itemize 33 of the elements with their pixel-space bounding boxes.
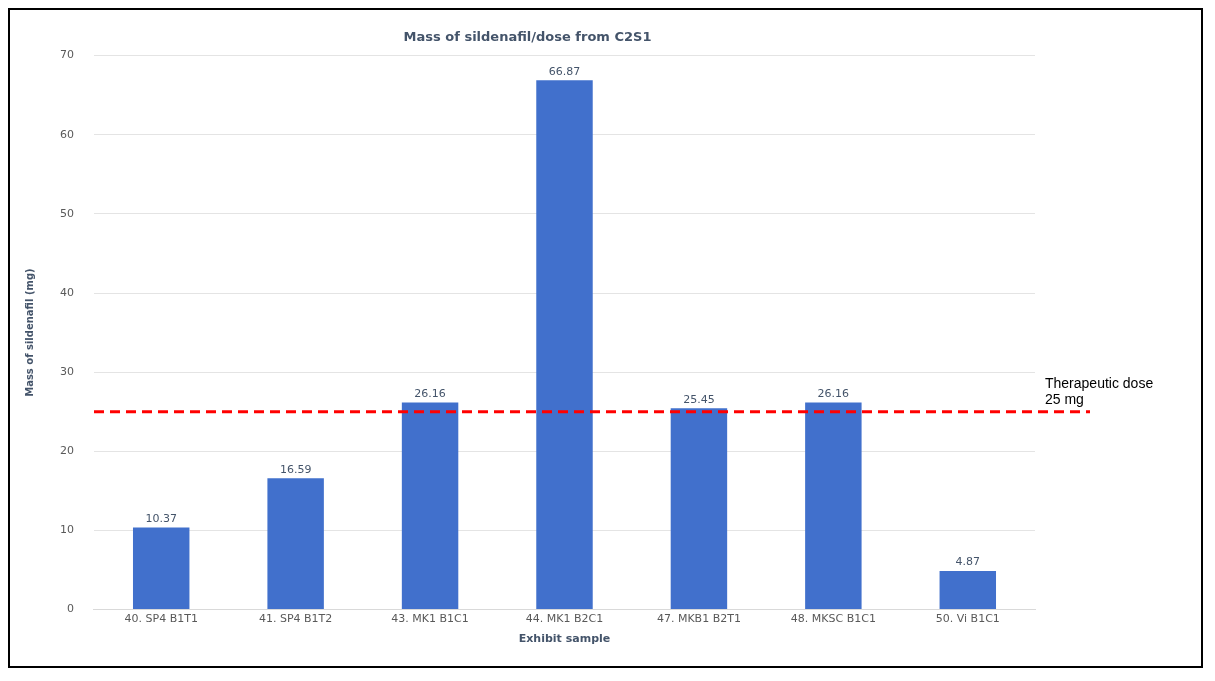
x-tick-label: 50. Vi B1C1 bbox=[935, 612, 1000, 626]
y-tick-label: 40 bbox=[60, 285, 74, 299]
bar bbox=[670, 408, 728, 610]
y-tick-label: 10 bbox=[60, 523, 74, 537]
y-tick-label: 60 bbox=[60, 127, 74, 141]
x-tick-label: 44. MK1 B2C1 bbox=[525, 612, 604, 626]
bar bbox=[939, 571, 997, 610]
x-tick-label: 40. SP4 B1T1 bbox=[124, 612, 198, 626]
data-label: 16.59 bbox=[279, 462, 312, 476]
ref-line-label: Therapeutic dose 25 mg bbox=[1045, 374, 1154, 407]
x-tick-label: 47. MKB1 B2T1 bbox=[656, 612, 741, 626]
y-tick-label: 70 bbox=[60, 48, 74, 62]
y-tick-label: 20 bbox=[60, 444, 74, 458]
bar bbox=[536, 80, 593, 610]
y-tick-label: 50 bbox=[60, 206, 74, 220]
x-tick-label: 43. MK1 B1C1 bbox=[391, 612, 469, 626]
x-tick-label: 41. SP4 B1T2 bbox=[258, 612, 333, 626]
data-label: 25.45 bbox=[683, 392, 715, 406]
bar bbox=[132, 527, 190, 610]
x-tick-label: 48. MKSC B1C1 bbox=[790, 612, 876, 626]
data-label: 4.87 bbox=[955, 555, 981, 569]
data-label: 26.16 bbox=[817, 386, 850, 400]
x-axis-title: Exhibit sample bbox=[518, 632, 611, 646]
chart-title: Mass of sildenafil/dose from C2S1 bbox=[403, 29, 652, 45]
y-axis-title: Mass of sildenafil (mg) bbox=[23, 268, 35, 397]
data-label: 10.37 bbox=[145, 511, 177, 525]
data-label: 66.87 bbox=[548, 64, 581, 78]
bar bbox=[267, 478, 324, 610]
y-tick-label: 30 bbox=[60, 365, 74, 379]
bar bbox=[805, 402, 862, 610]
bar bbox=[401, 402, 459, 610]
data-label: 26.16 bbox=[414, 386, 446, 400]
y-tick-label: 0 bbox=[67, 602, 74, 616]
